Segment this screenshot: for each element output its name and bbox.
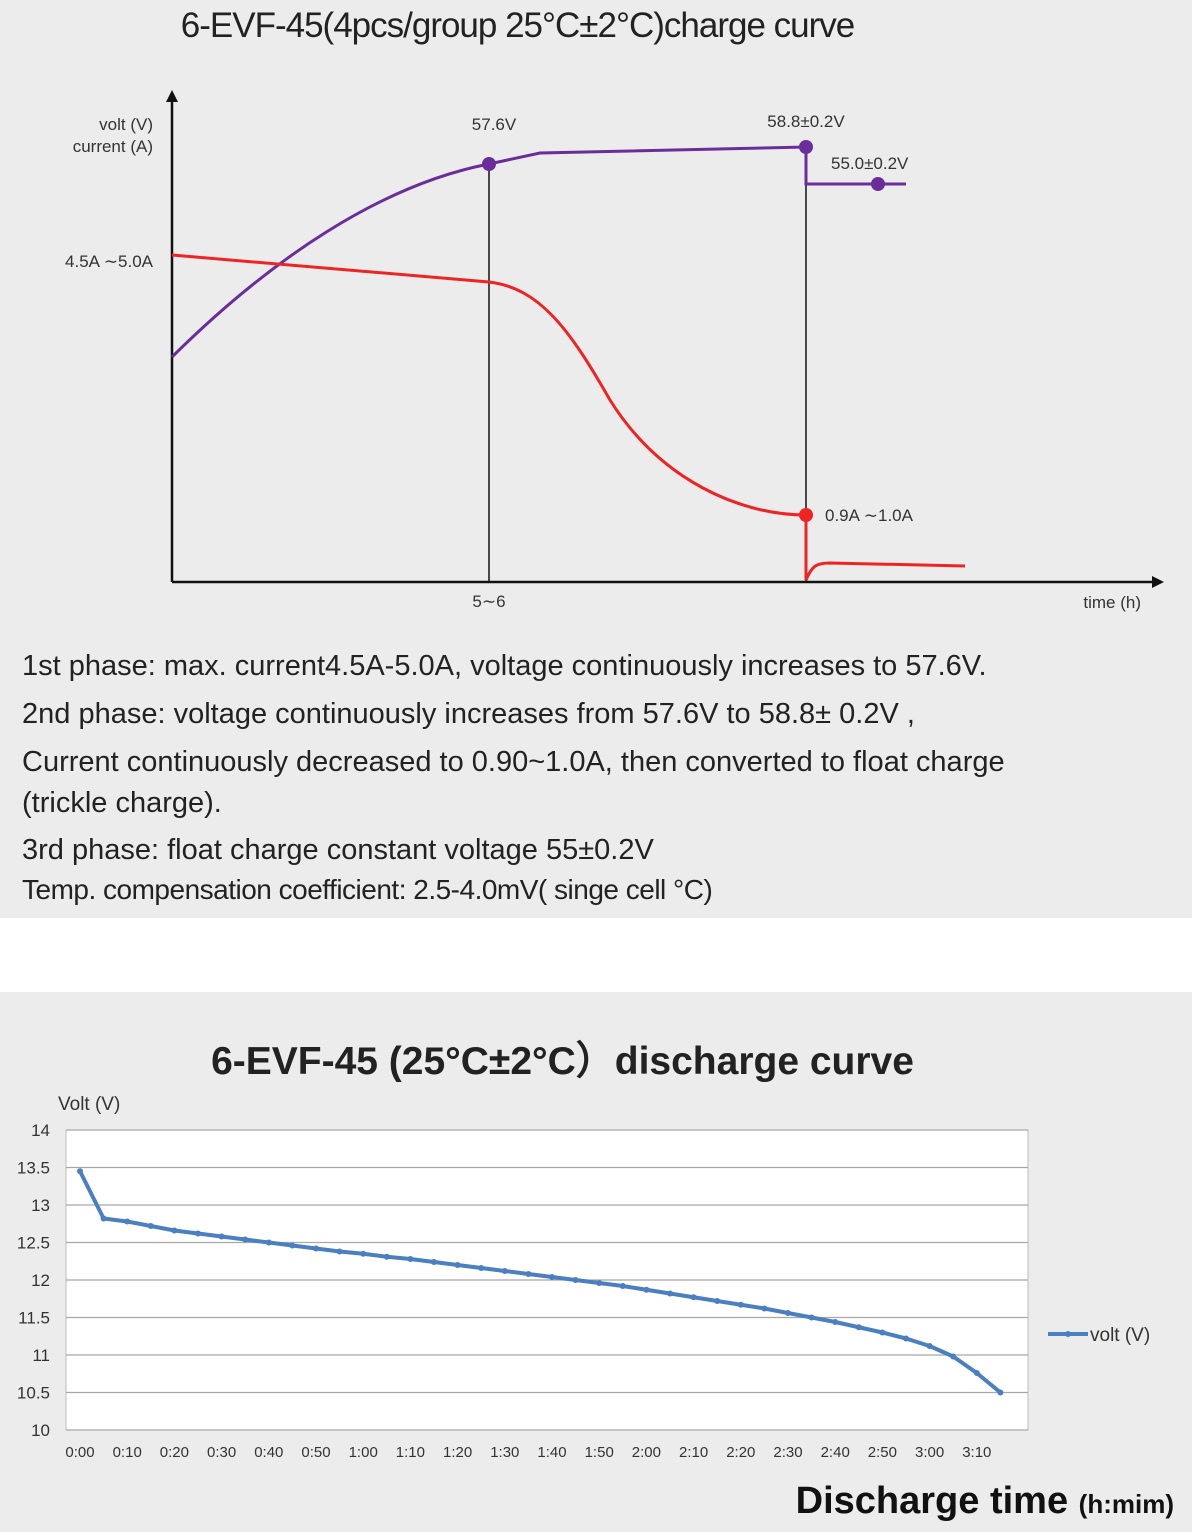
- current-end-label: 0.9A ∼1.0A: [825, 506, 914, 525]
- discharge-xlabel-text: Discharge time: [795, 1480, 1069, 1522]
- charge-x-tick: 5∼6: [472, 592, 505, 611]
- current-start-label: 4.5A ∼5.0A: [65, 252, 154, 271]
- voltage-point-58-8: [799, 140, 813, 154]
- current-point-0-9: [799, 508, 813, 522]
- discharge-xlabel: Discharge time (h:mim): [796, 1480, 1174, 1523]
- note-phase-1: 1st phase: max. current4.5A-5.0A, voltag…: [22, 650, 987, 682]
- voltage-label-57-6: 57.6V: [472, 115, 517, 134]
- charge-voltage-line: [170, 145, 906, 359]
- charge-current-line: [171, 253, 966, 581]
- voltage-label-58-8: 58.8±0.2V: [767, 112, 845, 131]
- note-phase-2-current: Current continuously decreased to 0.90~1…: [22, 746, 1005, 778]
- note-temp-compensation: Temp. compensation coefficient: 2.5-4.0m…: [22, 874, 713, 905]
- charge-ylabel-current: current (A): [73, 137, 153, 156]
- voltage-point-55-0: [871, 177, 885, 191]
- voltage-point-57-6: [482, 157, 496, 171]
- charge-chart: volt (V) current (A) 4.5A ∼5.0A 57.6V 58…: [65, 90, 1164, 612]
- charge-chart-title: 6-EVF-45(4pcs/group 25°C±2°C)charge curv…: [180, 6, 855, 45]
- discharge-chart-title: 6-EVF-45 (25°C±2°C）discharge curve: [211, 1040, 914, 1083]
- charge-ylabel-volt: volt (V): [99, 115, 153, 134]
- voltage-label-55-0: 55.0±0.2V: [831, 154, 909, 173]
- note-phase-3: 3rd phase: float charge constant voltage…: [22, 834, 654, 866]
- note-trickle: (trickle charge).: [22, 787, 222, 819]
- discharge-xlabel-unit: (h:mim): [1078, 1489, 1174, 1519]
- charge-xlabel: time (h): [1083, 593, 1141, 612]
- note-phase-2: 2nd phase: voltage continuously increase…: [22, 698, 915, 730]
